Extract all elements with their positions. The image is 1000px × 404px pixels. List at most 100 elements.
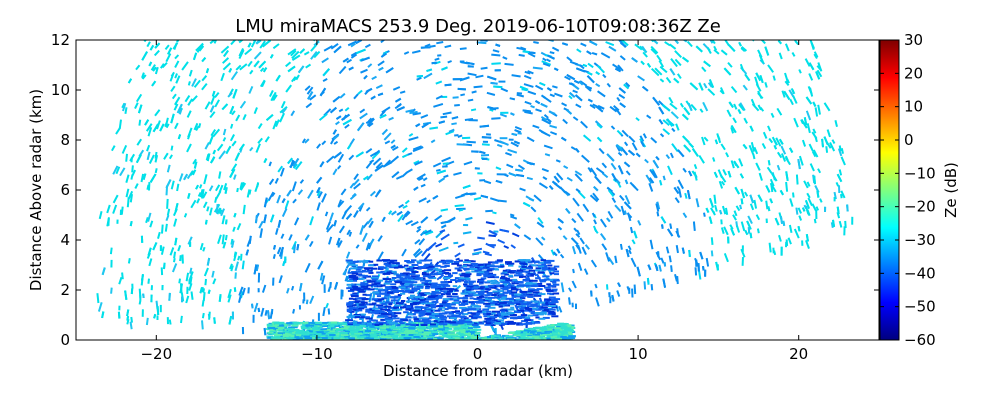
reflectivity-dash — [164, 263, 165, 269]
reflectivity-dash — [455, 205, 464, 206]
reflectivity-dash — [786, 182, 787, 192]
reflectivity-dash — [804, 181, 808, 188]
reflectivity-dash — [660, 180, 661, 185]
reflectivity-dash — [278, 166, 282, 172]
reflectivity-dash — [842, 157, 846, 165]
reflectivity-dash — [301, 180, 304, 184]
reflectivity-dash — [403, 206, 407, 208]
reflectivity-dash — [237, 188, 238, 192]
reflectivity-dash — [699, 156, 704, 164]
reflectivity-dash — [200, 185, 201, 189]
reflectivity-dash — [107, 205, 110, 213]
reflectivity-dash — [270, 162, 272, 166]
reflectivity-dash — [766, 186, 769, 193]
reflectivity-dash — [740, 205, 741, 209]
reflectivity-dash — [770, 199, 772, 203]
reflectivity-dash — [148, 279, 149, 284]
reflectivity-dash — [179, 134, 181, 139]
reflectivity-dash — [354, 94, 358, 99]
reflectivity-dash — [171, 74, 174, 81]
reflectivity-dash — [250, 236, 251, 244]
reflectivity-dash — [463, 232, 471, 233]
reflectivity-dash — [603, 75, 606, 78]
reflectivity-dash — [629, 246, 631, 250]
reflectivity-dash — [515, 130, 521, 132]
reflectivity-dash — [847, 205, 848, 212]
reflectivity-dash — [573, 117, 577, 120]
reflectivity-dash — [321, 273, 323, 281]
reflectivity-dash — [241, 254, 242, 261]
reflectivity-dash — [563, 236, 566, 240]
reflectivity-dash — [693, 149, 698, 157]
reflectivity-dash — [638, 220, 640, 225]
reflectivity-dash — [483, 252, 489, 254]
reflectivity-dash — [220, 294, 221, 302]
reflectivity-dash — [307, 300, 308, 305]
reflectivity-dash — [542, 237, 545, 240]
reflectivity-dash — [241, 101, 246, 108]
reflectivity-dash — [790, 148, 793, 153]
reflectivity-dash — [293, 182, 296, 191]
reflectivity-dash — [576, 104, 581, 107]
reflectivity-dash — [700, 109, 702, 112]
reflectivity-dash — [563, 120, 567, 124]
reflectivity-dash — [424, 254, 430, 261]
reflectivity-dash — [457, 144, 467, 145]
reflectivity-dash — [798, 159, 800, 169]
reflectivity-dash — [626, 180, 628, 184]
reflectivity-dash — [659, 120, 662, 125]
reflectivity-dash — [581, 122, 588, 128]
reflectivity-dash — [684, 108, 689, 115]
reflectivity-dash — [131, 194, 132, 202]
reflectivity-dash — [367, 243, 369, 250]
reflectivity-dash — [339, 109, 343, 111]
reflectivity-dash — [350, 183, 354, 188]
reflectivity-dash — [308, 190, 313, 198]
reflectivity-dash — [277, 195, 280, 203]
reflectivity-dash — [305, 86, 310, 90]
reflectivity-dash — [212, 271, 213, 278]
reflectivity-dash — [165, 123, 166, 127]
reflectivity-dash — [127, 316, 128, 321]
reflectivity-dash — [439, 178, 445, 182]
reflectivity-dash — [422, 249, 428, 256]
reflectivity-dash — [279, 220, 281, 228]
reflectivity-dash — [517, 95, 524, 97]
reflectivity-dash — [542, 95, 546, 98]
reflectivity-dash — [282, 101, 285, 108]
reflectivity-dash — [774, 251, 775, 255]
reflectivity-dash — [496, 181, 502, 183]
reflectivity-dash — [536, 86, 543, 90]
reflectivity-dash — [587, 51, 592, 54]
reflectivity-dash — [726, 153, 728, 157]
reflectivity-dash — [162, 247, 164, 255]
reflectivity-dash — [260, 228, 262, 237]
reflectivity-dash — [667, 247, 669, 254]
reflectivity-dash — [175, 61, 178, 68]
reflectivity-dash — [331, 108, 337, 113]
reflectivity-dash — [329, 287, 330, 292]
reflectivity-dash — [270, 179, 274, 184]
reflectivity-dash — [648, 278, 649, 285]
reflectivity-dash — [274, 245, 275, 249]
reflectivity-dash — [173, 30, 177, 35]
reflectivity-dash — [617, 291, 619, 297]
reflectivity-dash — [232, 72, 238, 80]
reflectivity-dash — [721, 50, 727, 55]
reflectivity-dash — [366, 149, 372, 153]
reflectivity-dash — [103, 268, 105, 275]
reflectivity-dash — [576, 95, 582, 101]
reflectivity-dash — [496, 167, 501, 169]
reflectivity-dash — [184, 174, 187, 180]
reflectivity-dash — [354, 211, 358, 218]
reflectivity-dash — [125, 107, 126, 114]
reflectivity-dash — [433, 196, 438, 199]
reflectivity-dash — [286, 201, 289, 209]
reflectivity-dash — [835, 120, 837, 127]
reflectivity-dash — [154, 314, 155, 318]
reflectivity-dash — [689, 250, 690, 257]
reflectivity-dash — [741, 174, 744, 179]
reflectivity-dash — [635, 285, 636, 294]
reflectivity-dash — [598, 91, 606, 96]
reflectivity-dash — [536, 109, 542, 111]
